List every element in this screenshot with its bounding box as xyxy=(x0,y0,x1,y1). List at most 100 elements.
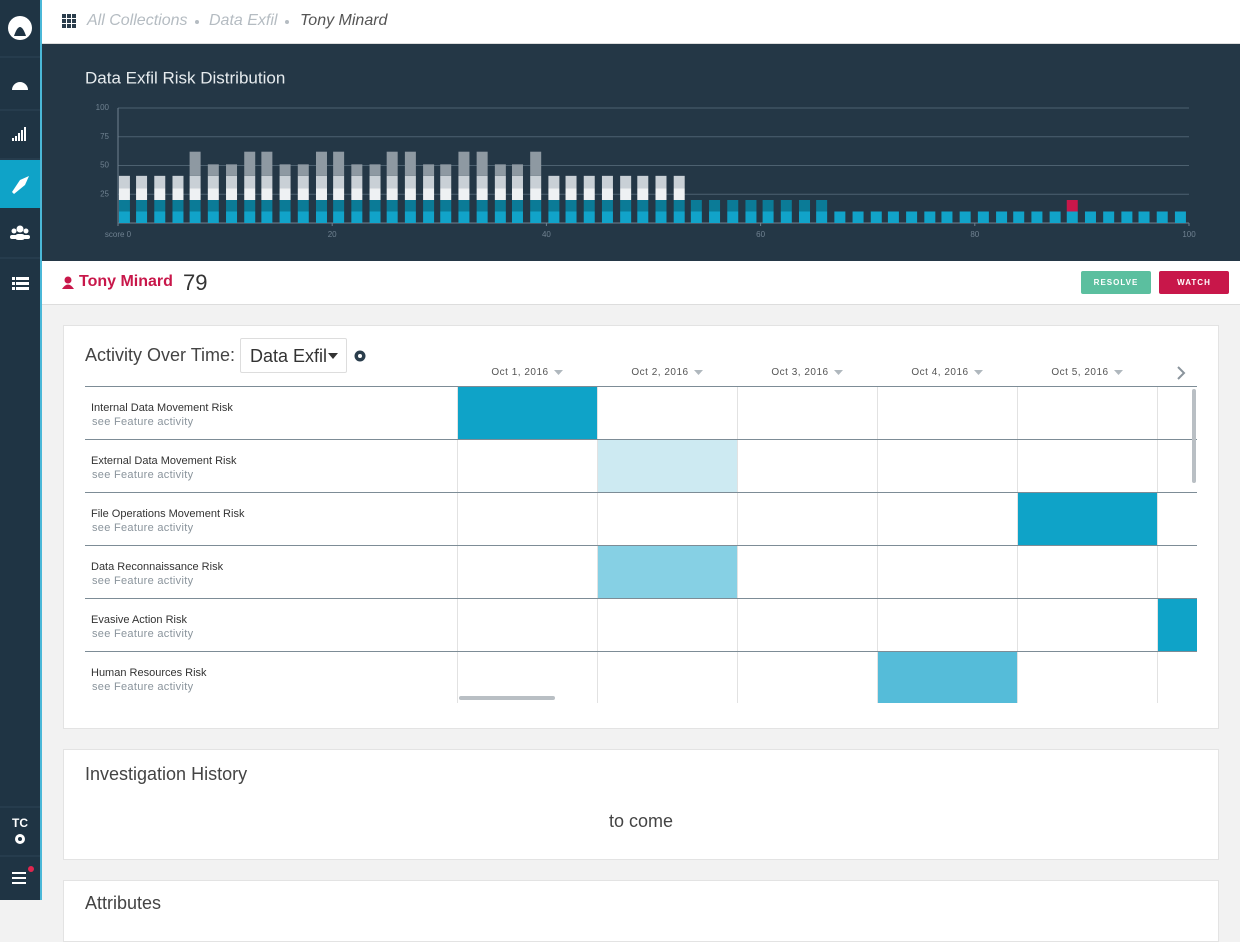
notification-dot xyxy=(28,866,34,872)
sort-caret[interactable] xyxy=(833,369,843,375)
attributes-title: Attributes xyxy=(85,893,162,913)
bar-segment xyxy=(762,200,774,212)
bar-segment xyxy=(1103,211,1115,223)
activity-cell[interactable] xyxy=(458,387,597,439)
sort-caret[interactable] xyxy=(1113,369,1123,375)
row-label: Evasive Action Risk xyxy=(91,614,187,626)
bar-segment xyxy=(423,164,435,176)
rocket-icon[interactable] xyxy=(12,176,29,194)
bar-segment xyxy=(799,211,811,223)
bar-segment xyxy=(1174,211,1186,223)
row-link[interactable]: see Feature activity xyxy=(92,522,194,534)
bar-segment xyxy=(816,211,828,223)
sort-caret[interactable] xyxy=(553,369,563,375)
bar-segment xyxy=(583,211,595,223)
activity-title: Activity Over Time: xyxy=(85,345,236,365)
bar-segment xyxy=(351,188,363,200)
bar-segment xyxy=(369,164,381,176)
bar-segment xyxy=(655,200,667,212)
user-initials[interactable]: TC xyxy=(12,816,28,830)
activity-grid: Internal Data Movement Risk see Feature a… xyxy=(85,386,1197,703)
breadcrumb-link[interactable]: All Collections xyxy=(87,12,188,29)
activity-cell[interactable] xyxy=(1158,599,1197,651)
sort-caret[interactable] xyxy=(973,369,983,375)
row-link[interactable]: see Feature activity xyxy=(92,575,194,587)
menu-icon[interactable] xyxy=(12,872,26,884)
x-tick-label: score 0 xyxy=(105,230,132,239)
bar-segment xyxy=(745,200,757,212)
bar-segment xyxy=(762,211,774,223)
investigation-body: to come xyxy=(608,811,674,831)
bar-segment xyxy=(440,211,452,223)
bar-segment xyxy=(118,211,130,223)
bar-segment xyxy=(118,200,130,212)
bar-segment xyxy=(1066,211,1078,223)
bar-segment xyxy=(423,211,435,223)
bar-segment xyxy=(279,211,291,223)
bar-segment xyxy=(530,188,542,200)
bar-segment xyxy=(172,211,184,223)
breadcrumb-link[interactable]: Data Exfil xyxy=(209,12,278,29)
row-label: Internal Data Movement Risk xyxy=(91,402,233,414)
bar-segment xyxy=(369,188,381,200)
bar-segment xyxy=(118,188,130,200)
bar-segment xyxy=(189,200,201,212)
filter-dropdown[interactable]: Data Exfil xyxy=(240,338,347,373)
bar-segment xyxy=(315,211,327,223)
bar-segment xyxy=(458,200,470,212)
bar-segment xyxy=(977,211,989,223)
next-arrow[interactable] xyxy=(1176,366,1186,380)
activity-cell[interactable] xyxy=(878,652,1017,703)
row-link[interactable]: see Feature activity xyxy=(92,469,194,481)
user-score: 79 xyxy=(183,270,208,295)
resolve-button[interactable]: RESOLVE xyxy=(1081,271,1151,294)
column-header[interactable]: Oct 1, 2016 xyxy=(457,367,597,378)
y-tick-label: 25 xyxy=(100,189,109,198)
bar-segment xyxy=(548,211,560,223)
horizontal-scrollbar[interactable] xyxy=(459,696,555,700)
bar-segment xyxy=(226,211,238,223)
row-link[interactable]: see Feature activity xyxy=(92,416,194,428)
bar-segment xyxy=(655,188,667,200)
bar-segment xyxy=(1066,200,1078,212)
signal-icon[interactable] xyxy=(12,127,26,141)
vertical-scrollbar[interactable] xyxy=(1192,389,1196,483)
bar-segment xyxy=(172,188,184,200)
bar-segment xyxy=(297,175,309,189)
users-icon[interactable] xyxy=(10,225,30,241)
activity-cell[interactable] xyxy=(598,440,737,492)
bar-segment xyxy=(780,200,792,212)
bar-segment xyxy=(297,200,309,212)
bar-segment xyxy=(690,211,702,223)
bar-segment xyxy=(244,211,256,223)
list-icon[interactable] xyxy=(12,277,29,290)
bar-segment xyxy=(834,211,846,223)
column-header[interactable]: Oct 2, 2016 xyxy=(597,367,737,378)
bar-segment xyxy=(261,188,273,200)
activity-cell[interactable] xyxy=(598,546,737,598)
bar-segment xyxy=(297,188,309,200)
watch-button[interactable]: WATCH xyxy=(1159,271,1229,294)
bar-segment xyxy=(673,200,685,212)
x-tick-label: 20 xyxy=(328,230,337,239)
activity-cell[interactable] xyxy=(1018,493,1157,545)
breadcrumb-current: Tony Minard xyxy=(300,12,388,29)
bar-segment xyxy=(351,211,363,223)
bar-segment xyxy=(315,151,327,176)
grid-icon[interactable] xyxy=(62,14,76,28)
bar-segment xyxy=(709,211,721,223)
dashboard-icon[interactable] xyxy=(12,82,28,90)
sort-caret[interactable] xyxy=(693,369,703,375)
row-link[interactable]: see Feature activity xyxy=(92,681,194,693)
column-header[interactable]: Oct 5, 2016 xyxy=(1017,367,1157,378)
bar-segment xyxy=(207,211,219,223)
bar-segment xyxy=(297,164,309,176)
settings-gear[interactable] xyxy=(353,349,367,363)
column-header[interactable]: Oct 4, 2016 xyxy=(877,367,1017,378)
x-tick-label: 60 xyxy=(756,230,765,239)
bar-segment xyxy=(440,164,452,176)
bar-segment xyxy=(279,164,291,176)
column-header[interactable]: Oct 3, 2016 xyxy=(737,367,877,378)
row-link[interactable]: see Feature activity xyxy=(92,628,194,640)
